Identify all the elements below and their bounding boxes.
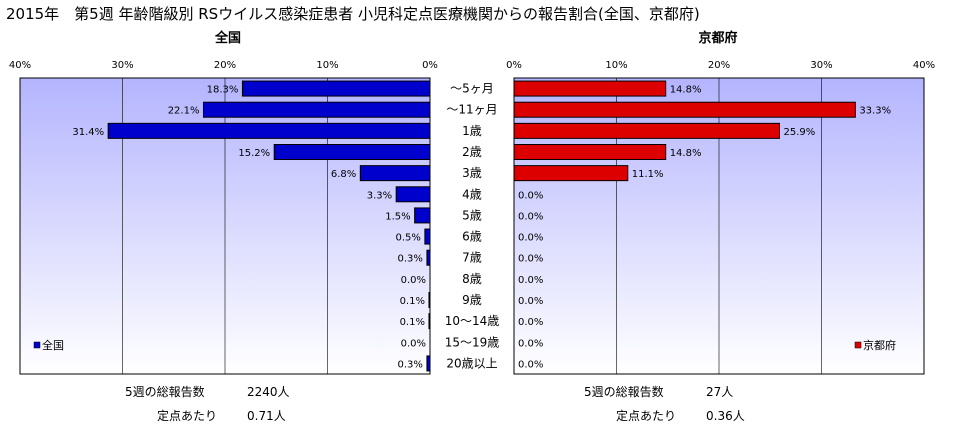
kyoto-tick-label: 0% — [506, 60, 522, 71]
national-per-value: 0.71人 — [247, 409, 286, 423]
category-label: 7歳 — [462, 251, 482, 265]
kyoto-data-label: 14.8% — [670, 148, 702, 159]
national-data-label: 22.1% — [168, 106, 200, 117]
national-tick-label: 40% — [9, 60, 31, 71]
national-data-label: 0.3% — [398, 254, 423, 265]
kyoto-data-label: 0.0% — [518, 211, 543, 222]
category-label: 10～14歳 — [445, 314, 500, 328]
national-data-label: 0.5% — [395, 233, 420, 244]
national-data-label: 6.8% — [331, 169, 356, 180]
kyoto-bar — [513, 165, 629, 182]
national-tick-label: 20% — [214, 60, 236, 71]
national-bar-chart: 0% 10% 20% 30% 40% 18.3% 22.1% 31.4% 15.2% 6.8% 3.… — [9, 60, 438, 374]
category-label: 9歳 — [462, 293, 482, 307]
national-legend-swatch — [33, 341, 41, 349]
kyoto-per-value: 0.36人 — [706, 409, 745, 423]
kyoto-tick-label: 30% — [810, 60, 832, 71]
national-bar — [241, 80, 431, 97]
national-bar — [428, 292, 431, 308]
kyoto-total-value: 27人 — [706, 385, 733, 399]
kyoto-tick-label: 10% — [605, 60, 627, 71]
kyoto-legend-swatch — [854, 341, 862, 349]
category-label: 15～19歳 — [445, 335, 500, 349]
national-bar — [414, 207, 431, 224]
national-bar — [426, 355, 431, 372]
category-label: 1歳 — [462, 124, 482, 138]
kyoto-data-label: 0.0% — [518, 338, 543, 349]
national-legend: 全国 — [33, 338, 64, 352]
kyoto-panel-title: 京都府 — [698, 30, 737, 46]
category-label: 2歳 — [462, 145, 482, 159]
national-bar — [426, 249, 431, 266]
national-data-label: 0.0% — [401, 338, 426, 349]
kyoto-data-label: 0.0% — [518, 233, 543, 244]
national-per-label: 定点あたり — [157, 408, 217, 423]
category-label: ～5ヶ月 — [450, 82, 494, 96]
kyoto-data-label: 0.0% — [518, 359, 543, 370]
category-label: ～11ヶ月 — [446, 103, 497, 117]
national-data-label: 0.3% — [398, 359, 423, 370]
national-total-label: 5週の総報告数 — [125, 384, 205, 399]
national-legend-label: 全国 — [42, 338, 64, 352]
national-data-label: 15.2% — [238, 148, 270, 159]
national-data-label: 0.1% — [400, 296, 425, 307]
kyoto-data-label: 0.0% — [518, 190, 543, 201]
kyoto-bar — [513, 101, 856, 118]
kyoto-summary: 5週の総報告数 27人 定点あたり 0.36人 — [584, 384, 745, 423]
category-label: 8歳 — [462, 272, 482, 286]
category-label: 3歳 — [462, 166, 482, 180]
kyoto-data-label: 14.8% — [670, 85, 702, 96]
kyoto-legend-label: 京都府 — [863, 338, 896, 352]
kyoto-tick-label: 20% — [708, 60, 730, 71]
kyoto-data-label: 11.1% — [632, 169, 664, 180]
kyoto-data-label: 0.0% — [518, 296, 543, 307]
national-data-label: 1.5% — [385, 211, 410, 222]
national-tick-label: 30% — [111, 60, 133, 71]
national-total-value: 2240人 — [247, 385, 290, 399]
national-bar — [395, 186, 431, 203]
national-bar — [273, 144, 431, 160]
category-label: 20歳以上 — [446, 356, 497, 370]
kyoto-data-label: 25.9% — [783, 127, 815, 138]
kyoto-data-label: 33.3% — [859, 106, 891, 117]
kyoto-data-label: 0.0% — [518, 275, 543, 286]
kyoto-data-label: 0.0% — [518, 254, 543, 265]
national-bar — [424, 228, 431, 245]
category-label: 6歳 — [462, 230, 482, 244]
national-bar — [107, 122, 431, 139]
kyoto-bar — [513, 144, 667, 160]
category-label: 4歳 — [462, 187, 482, 201]
national-bar — [428, 313, 431, 330]
category-labels: ～5ヶ月 ～11ヶ月 1歳 2歳 3歳 4歳 5歳 6歳 7歳 8歳 9歳 10～14歳 15～19歳 2… — [445, 82, 500, 371]
kyoto-bar — [513, 80, 667, 97]
kyoto-bar — [513, 122, 780, 139]
national-data-label: 3.3% — [367, 190, 392, 201]
national-data-label: 0.1% — [400, 317, 425, 328]
national-panel-title: 全国 — [214, 30, 241, 46]
national-bar — [359, 165, 431, 182]
kyoto-bar-chart: 0% 10% 20% 30% 40% 14.8% 33.3% 25.9% 14.8% 11.1% 0… — [506, 60, 935, 374]
national-tick-label: 0% — [422, 60, 438, 71]
kyoto-legend: 京都府 — [854, 338, 896, 352]
kyoto-total-label: 5週の総報告数 — [584, 384, 664, 399]
national-data-label: 18.3% — [207, 85, 239, 96]
kyoto-data-label: 0.0% — [518, 317, 543, 328]
category-label: 5歳 — [462, 208, 482, 222]
national-data-label: 0.0% — [401, 275, 426, 286]
chart-title: 2015年 第5週 年齢階級別 RSウイルス感染症患者 小児科定点医療機関からの… — [6, 5, 700, 23]
kyoto-per-label: 定点あたり — [616, 408, 676, 423]
national-summary: 5週の総報告数 2240人 定点あたり 0.71人 — [125, 384, 290, 423]
national-data-label: 31.4% — [72, 127, 104, 138]
kyoto-tick-label: 40% — [913, 60, 935, 71]
national-tick-label: 10% — [316, 60, 338, 71]
national-bar — [202, 101, 431, 118]
